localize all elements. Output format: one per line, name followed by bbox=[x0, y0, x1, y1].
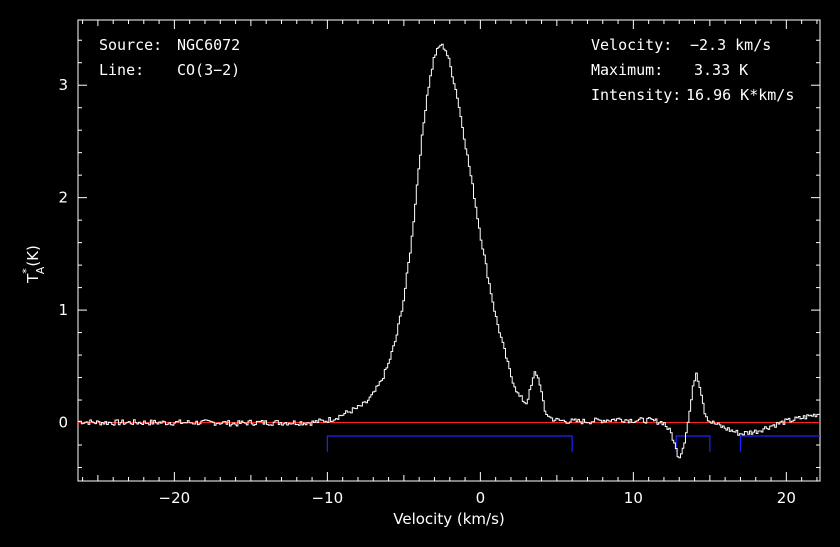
line-value: CO(3−2) bbox=[177, 61, 241, 79]
source-label: Source: bbox=[99, 36, 163, 54]
y-axis-label-sub: A bbox=[34, 266, 47, 274]
svg-text:T*A(K): T*A(K) bbox=[20, 245, 47, 284]
axis-tick-labels: −20 −10 0 10 20 0 1 2 3 bbox=[58, 76, 795, 507]
y-axis-label-unit: (K) bbox=[24, 245, 42, 267]
velocity-label: Velocity: bbox=[591, 36, 673, 54]
y-tick-label: 0 bbox=[58, 414, 68, 432]
plot-frame bbox=[77, 19, 821, 482]
baseline-window bbox=[739, 435, 820, 452]
x-tick-label: 20 bbox=[777, 489, 796, 507]
baseline-window bbox=[326, 435, 573, 452]
maximum-value: 3.33 K bbox=[694, 61, 749, 79]
x-tick-label: −20 bbox=[159, 489, 191, 507]
maximum-label: Maximum: bbox=[591, 61, 664, 79]
spectrum-line bbox=[78, 43, 820, 459]
y-tick-label: 3 bbox=[58, 76, 68, 94]
intensity-value: 16.96 K*km/s bbox=[686, 86, 795, 104]
line-label: Line: bbox=[99, 61, 145, 79]
baseline-window bbox=[675, 435, 711, 452]
axis-ticks bbox=[78, 20, 820, 481]
y-tick-label: 1 bbox=[58, 301, 68, 319]
x-axis-label: Velocity (km/s) bbox=[393, 510, 504, 528]
intensity-label: Intensity: bbox=[591, 86, 682, 104]
y-axis-label-main: T bbox=[24, 273, 42, 284]
x-tick-label: 10 bbox=[624, 489, 643, 507]
x-tick-label: 0 bbox=[476, 489, 486, 507]
source-value: NGC6072 bbox=[177, 36, 241, 54]
y-axis-label: T*A(K) bbox=[20, 245, 47, 284]
x-tick-label: −10 bbox=[312, 489, 344, 507]
y-axis-label-sup: * bbox=[20, 268, 33, 274]
y-tick-label: 2 bbox=[58, 189, 68, 207]
velocity-value: −2.3 km/s bbox=[690, 36, 772, 54]
